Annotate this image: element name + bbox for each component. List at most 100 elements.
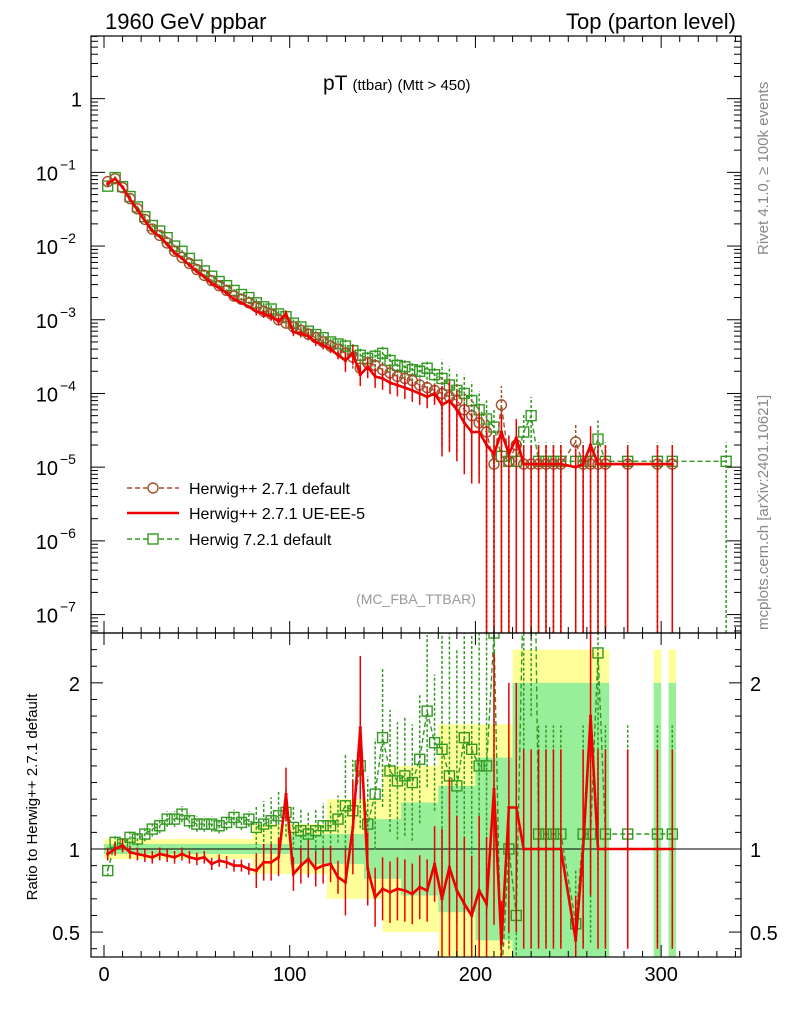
point-dot [410, 892, 414, 896]
square-marker [458, 731, 470, 744]
chart-title: pT (ttbar) (Mtt > 450) [323, 72, 470, 95]
y-tick-exponent: −7 [60, 599, 76, 615]
point-dot [239, 301, 244, 305]
square-marker [384, 765, 396, 777]
point-dot [440, 897, 444, 901]
point-dot [187, 263, 192, 267]
legend: Herwig++ 2.7.1 default Herwig++ 2.7.1 UE-… [127, 481, 365, 549]
y-tick-label: 10 [36, 606, 58, 628]
point-dot [210, 862, 214, 866]
point-dot [262, 860, 266, 864]
chart-title-main: pT [323, 72, 348, 95]
square-marker [317, 820, 329, 832]
point-dot [596, 847, 600, 851]
square-marker [592, 433, 604, 445]
point-dot [128, 850, 132, 854]
point-dot [536, 847, 541, 851]
point-dot [143, 219, 147, 223]
point-dot [366, 365, 370, 369]
point-dot [135, 852, 140, 856]
point-dot [135, 208, 140, 212]
circle-marker [154, 229, 166, 241]
square-marker [518, 426, 530, 438]
legend-entry: Herwig++ 2.7.1 UE-EE-5 [127, 506, 365, 523]
point-dot [559, 462, 563, 466]
point-dot [276, 319, 281, 324]
point-dot [626, 462, 630, 466]
point-dot [150, 855, 154, 859]
point-dot [655, 847, 660, 851]
y-tick-label: 10 [36, 458, 58, 480]
point-dot [328, 862, 333, 866]
square-marker [428, 736, 441, 749]
point-dot [358, 726, 362, 730]
x-tick-label: 200 [459, 964, 492, 986]
y-tick-label: 10 [36, 237, 58, 259]
circle-marker [131, 203, 144, 215]
point-dot [418, 391, 422, 396]
point-dot [544, 847, 548, 851]
y-tick-label: 10 [36, 163, 58, 185]
legend-label: Herwig++ 2.7.1 default [189, 481, 351, 498]
point-dot [269, 315, 273, 319]
point-dot [172, 251, 177, 255]
circle-marker [146, 223, 158, 235]
point-dot [172, 855, 177, 859]
square-marker [124, 831, 136, 844]
point-dot [462, 421, 466, 425]
square-marker [421, 705, 433, 717]
header-left: 1960 GeV ppbar [105, 9, 266, 34]
point-dot [447, 865, 452, 869]
legend-entry: Herwig++ 2.7.1 default [127, 481, 351, 498]
point-dot [388, 890, 392, 894]
point-dot [351, 351, 355, 355]
x-axis: 0 100 200 300 [98, 36, 736, 986]
square-marker [324, 820, 337, 832]
circle-marker [161, 237, 173, 249]
point-dot [217, 286, 221, 290]
header-right: Top (parton level) [566, 9, 736, 34]
point-dot [380, 887, 385, 891]
point-dot [507, 805, 511, 810]
y-tick-exponent: −6 [60, 525, 76, 541]
square-marker [525, 409, 537, 422]
point-dot [477, 430, 481, 434]
point-dot [217, 859, 221, 863]
square-marker [191, 818, 203, 830]
point-dot [670, 462, 674, 466]
point-dot [291, 330, 296, 334]
ratio-tick-label-left: 0.5 [52, 923, 80, 945]
point-dot [232, 297, 236, 301]
series-none [106, 633, 674, 957]
square-marker [235, 816, 248, 829]
point-dot [106, 182, 110, 186]
square-marker [243, 813, 255, 825]
legend-entry: Herwig 7.2.1 default [127, 532, 332, 549]
point-dot [210, 281, 214, 286]
point-dot [455, 408, 459, 412]
point-dot [314, 340, 318, 344]
point-dot [187, 855, 192, 859]
y-tick-label: 10 [36, 311, 58, 333]
square-marker [206, 818, 218, 830]
point-dot [291, 872, 296, 876]
point-dot [499, 430, 504, 434]
square-marker [451, 780, 463, 792]
point-dot [559, 847, 563, 851]
y-tick-label: 1 [71, 90, 82, 112]
square-marker [213, 820, 225, 832]
point-dot [343, 880, 348, 884]
point-dot [314, 867, 318, 871]
circle-marker [124, 192, 136, 205]
point-dot [113, 177, 117, 181]
square-marker [302, 828, 314, 840]
point-dot [269, 860, 273, 864]
ratio-tick-label-right: 1 [750, 840, 761, 862]
point-dot [358, 373, 362, 377]
x-tick-label: 100 [273, 964, 306, 986]
point-dot [165, 854, 169, 858]
square-marker [258, 818, 270, 830]
point-dot [477, 888, 481, 893]
analysis-tag: (MC_FBA_TTBAR) [356, 591, 476, 607]
x-tick-label: 0 [98, 964, 109, 986]
